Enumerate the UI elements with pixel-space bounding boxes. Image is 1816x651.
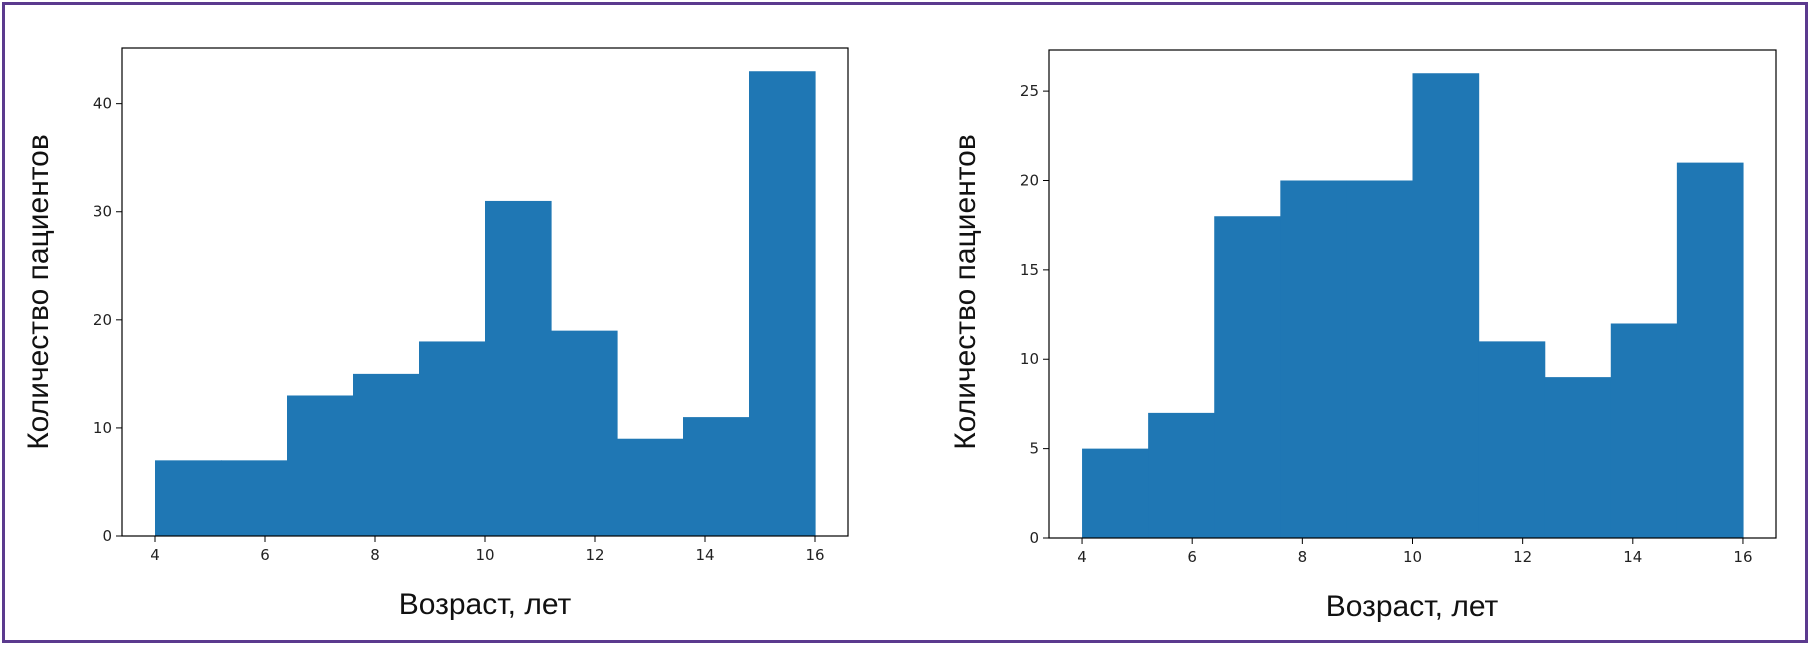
right-y-tick-label-25: 25 (1020, 82, 1039, 100)
right-x-tick-label-6: 6 (1187, 548, 1197, 566)
left-y-tick-label-40: 40 (93, 95, 112, 113)
right-bar-9 (1610, 323, 1678, 538)
left-bar-5 (419, 341, 486, 536)
chart-right: 4 6 8 10 12 14 16 0 5 10 15 20 25 Возраст, лет Коли… (949, 49, 1777, 623)
left-bar-1 (155, 460, 222, 536)
left-bar-4 (353, 373, 420, 536)
left-x-tick-label-10: 10 (475, 546, 494, 564)
left-bar-7 (551, 330, 618, 536)
right-y-axis-label: Количество пациентов (949, 134, 982, 450)
right-x-ticks: 4 6 8 10 12 14 16 (1077, 538, 1753, 566)
right-y-tick-label-20: 20 (1020, 171, 1039, 189)
left-x-tick-label-8: 8 (370, 546, 380, 564)
left-y-tick-label-10: 10 (93, 419, 112, 437)
left-x-tick-label-6: 6 (260, 546, 270, 564)
right-y-ticks: 0 5 10 15 20 25 (1020, 82, 1049, 547)
left-y-ticks: 0 10 20 30 40 (93, 95, 122, 545)
chart-left: 4 6 8 10 12 14 16 0 10 20 30 40 Возраст, лет Колич… (22, 47, 849, 621)
left-bar-10 (749, 71, 816, 536)
right-y-tick-label-10: 10 (1020, 350, 1039, 368)
left-x-ticks: 4 6 8 10 12 14 16 (150, 536, 825, 564)
right-bar-5 (1346, 180, 1414, 538)
right-bar-2 (1148, 412, 1215, 538)
right-x-tick-label-8: 8 (1298, 548, 1308, 566)
left-bar-9 (683, 417, 750, 536)
right-bar-7 (1478, 341, 1546, 538)
left-x-tick-label-4: 4 (150, 546, 160, 564)
right-x-tick-label-10: 10 (1403, 548, 1422, 566)
left-x-tick-label-16: 16 (805, 546, 824, 564)
right-bar-8 (1544, 377, 1612, 538)
right-bars (1082, 73, 1744, 538)
right-bar-4 (1280, 180, 1348, 538)
right-y-tick-label-0: 0 (1029, 529, 1039, 547)
left-bar-8 (617, 438, 684, 536)
left-bar-3 (287, 395, 354, 536)
right-bar-1 (1082, 448, 1149, 538)
left-y-tick-label-0: 0 (102, 527, 112, 545)
right-x-axis-label: Возраст, лет (1326, 590, 1499, 623)
left-x-tick-label-14: 14 (695, 546, 714, 564)
left-y-axis-label: Количество пациентов (22, 134, 55, 450)
left-bars (155, 71, 816, 536)
right-y-tick-label-5: 5 (1029, 440, 1039, 458)
left-y-tick-label-20: 20 (93, 311, 112, 329)
left-y-tick-label-30: 30 (93, 203, 112, 221)
right-x-tick-label-14: 14 (1623, 548, 1642, 566)
left-x-axis-label: Возраст, лет (399, 588, 572, 621)
right-x-tick-label-16: 16 (1733, 548, 1752, 566)
right-bar-3 (1214, 216, 1281, 538)
right-bar-6 (1412, 73, 1480, 538)
right-x-tick-label-12: 12 (1513, 548, 1532, 566)
right-x-tick-label-4: 4 (1077, 548, 1087, 566)
right-y-tick-label-15: 15 (1020, 261, 1039, 279)
left-x-tick-label-12: 12 (585, 546, 604, 564)
left-bar-2 (221, 460, 288, 536)
right-bar-10 (1676, 162, 1744, 538)
left-bar-6 (485, 200, 552, 536)
